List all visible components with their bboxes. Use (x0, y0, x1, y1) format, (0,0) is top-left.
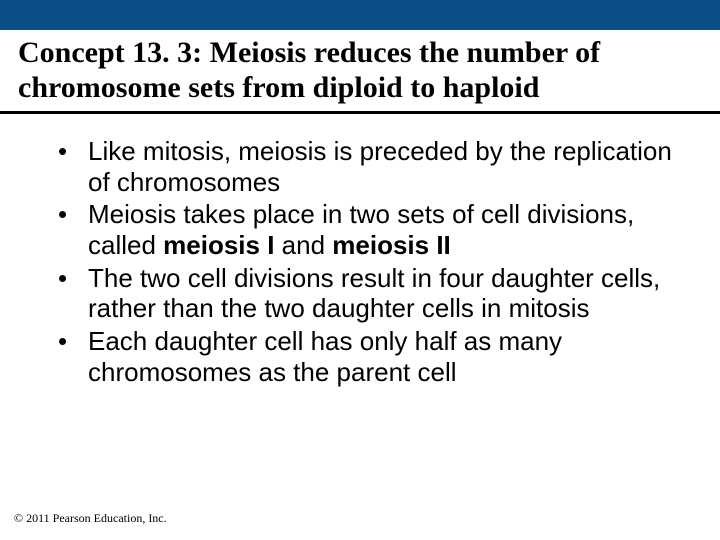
bullet-text-segment: and (274, 230, 332, 260)
bullet-text-segment: Like mitosis, meiosis is preceded by the… (88, 136, 672, 197)
bullet-text-segment: meiosis I (163, 230, 274, 260)
bullet-item: Each daughter cell has only half as many… (30, 326, 690, 387)
title-block: Concept 13. 3: Meiosis reduces the numbe… (0, 30, 720, 114)
bullet-text-segment: The two cell divisions result in four da… (88, 263, 660, 324)
slide-title: Concept 13. 3: Meiosis reduces the numbe… (18, 36, 702, 105)
bullet-text-segment: Each daughter cell has only half as many… (88, 326, 562, 387)
bullet-item: Like mitosis, meiosis is preceded by the… (30, 136, 690, 197)
bullet-list: Like mitosis, meiosis is preceded by the… (30, 136, 690, 387)
copyright-footer: © 2011 Pearson Education, Inc. (14, 511, 167, 526)
top-accent-bar (0, 0, 720, 30)
bullet-item: The two cell divisions result in four da… (30, 263, 690, 324)
bullet-text-segment: meiosis II (332, 230, 451, 260)
content-area: Like mitosis, meiosis is preceded by the… (0, 114, 720, 387)
bullet-item: Meiosis takes place in two sets of cell … (30, 199, 690, 260)
